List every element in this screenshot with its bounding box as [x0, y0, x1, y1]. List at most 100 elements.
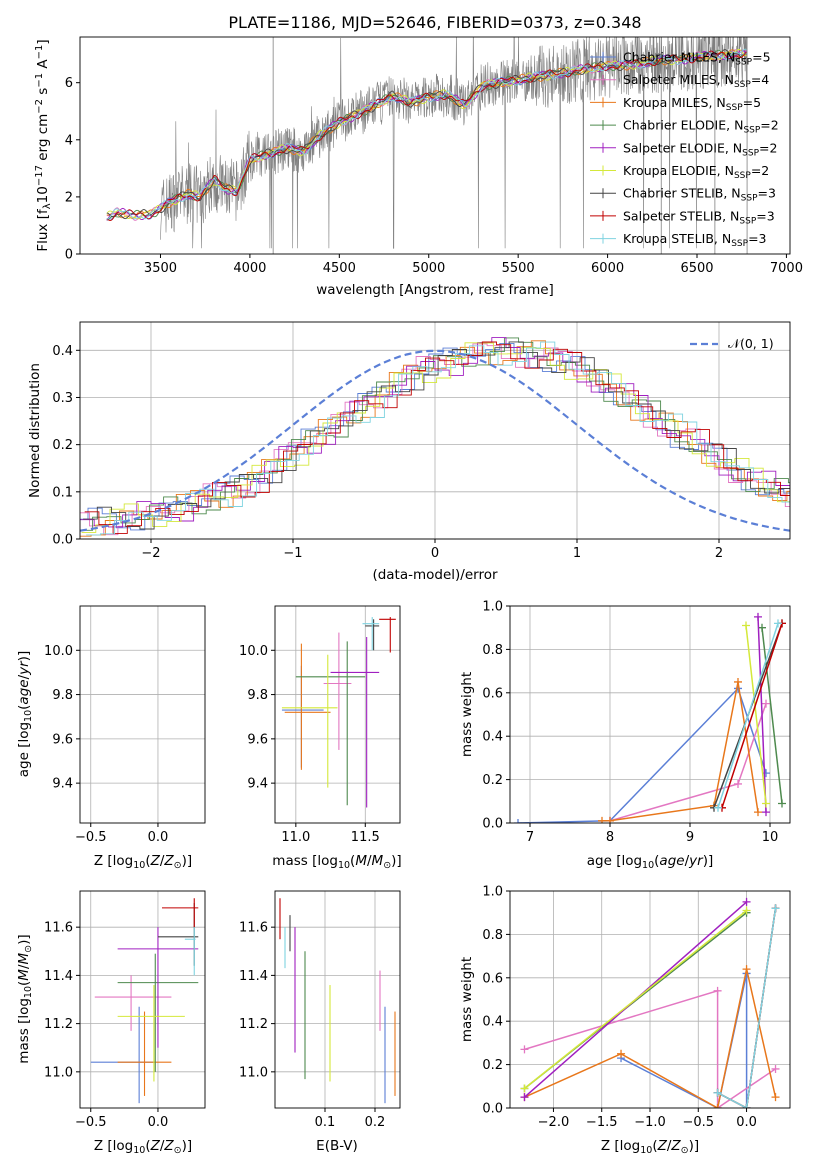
mass-ebv-ytick-label: 11.4 — [239, 969, 268, 984]
spectrum-legend: Chabrier MILES, NSSP=5 Salpeter MILES, NS… — [590, 50, 779, 249]
mass-z-xtick-label: 0.0 — [148, 1115, 169, 1130]
weight-marker — [754, 808, 762, 817]
hist-ylabel: Normed distribution — [27, 363, 43, 498]
weight-line — [717, 908, 777, 1108]
model-line — [106, 50, 747, 221]
weight-z-ytick-label: 0.0 — [482, 1102, 503, 1117]
spectrum-ytick-label: 6 — [65, 76, 73, 91]
weight-z-ytick-label: 1.0 — [482, 885, 503, 900]
age-z-ytick-label: 9.8 — [52, 688, 73, 703]
mass-z-xlabel: Z [log10(Z/Z⊙)] — [94, 1138, 192, 1156]
hist-frame — [79, 321, 791, 540]
histogram-step — [80, 342, 790, 531]
weight-age-ytick-label: 0.6 — [482, 686, 503, 701]
histogram-step — [80, 343, 790, 536]
weight-marker — [774, 619, 782, 628]
model-line — [106, 48, 747, 220]
hist-ytick-label: 0.0 — [52, 533, 73, 548]
age-mass-frame — [274, 605, 401, 824]
mass-ebv-xlabel: E(B-V) — [316, 1138, 358, 1154]
weight-z-ytick-label: 0.4 — [482, 1015, 503, 1030]
age-mass-ytick-label: 9.8 — [247, 688, 268, 703]
age-z-ytick-label: 10.0 — [44, 644, 73, 659]
weight-age-xtick-label: 10 — [762, 830, 779, 845]
weight-z-ytick-label: 0.8 — [482, 928, 503, 943]
weight-marker — [598, 816, 606, 823]
weight-marker — [714, 803, 722, 812]
weight-z-plot — [520, 897, 780, 1108]
legend-item: Salpeter MILES, NSSP=4 — [623, 72, 769, 90]
legend-item: Salpeter ELODIE, NSSP=2 — [623, 140, 777, 158]
histogram-step — [80, 337, 790, 528]
weight-marker — [762, 799, 770, 808]
spectrum-xtick-label: 4000 — [233, 261, 266, 276]
weight-marker — [520, 1045, 529, 1054]
weight-marker — [742, 1104, 751, 1108]
weight-marker — [754, 612, 762, 621]
weight-marker — [713, 1088, 722, 1097]
mass-ebv-xtick-label: 0.1 — [315, 1115, 336, 1130]
weight-marker — [520, 1084, 529, 1093]
weight-line — [745, 625, 767, 804]
page-title: PLATE=1186, MJD=52646, FIBERID=0373, z=0… — [228, 13, 641, 32]
hist-xlabel: (data-model)/error — [372, 567, 498, 583]
age-z-frame — [79, 605, 206, 824]
spectrum-xlabel: wavelength [Angstrom, rest frame] — [316, 282, 554, 298]
age-mass-ytick-label: 9.4 — [247, 777, 268, 792]
weight-marker — [713, 1104, 722, 1108]
weight-age-ytick-label: 0.8 — [482, 643, 503, 658]
weight-marker — [742, 906, 751, 915]
weight-age-ytick-label: 0.4 — [482, 730, 503, 745]
weight-z-xtick-label: −1.0 — [634, 1115, 666, 1130]
weight-line — [524, 968, 777, 1108]
legend-item: Chabrier MILES, NSSP=5 — [623, 50, 771, 68]
age-mass-axes: 11.0 11.5 9.4 9.6 9.8 10.0 — [239, 606, 400, 845]
mass-z-ylabel: mass [log10(M/M⊙)] — [16, 934, 34, 1063]
legend-item: Salpeter STELIB, NSSP=3 — [623, 208, 775, 226]
weight-z-xtick-label: −2.0 — [538, 1115, 570, 1130]
mass-ebv-frame — [274, 890, 401, 1109]
age-z-ylabel: age [log10(age/yr)] — [16, 651, 34, 777]
hist-ytick-label: 0.1 — [52, 485, 73, 500]
spectrum-frame — [79, 36, 791, 255]
weight-marker — [771, 1093, 780, 1102]
weight-line — [609, 703, 767, 822]
weight-line — [517, 687, 767, 823]
hist-xtick-label: 2 — [715, 546, 723, 561]
mass-z-plot — [90, 898, 199, 1104]
spectrum-ytick-label: 2 — [65, 190, 73, 205]
mass-ebv-plot — [279, 898, 396, 1104]
histogram-step — [80, 337, 790, 531]
legend-item: Chabrier ELODIE, NSSP=2 — [623, 118, 779, 136]
weight-age-xtick-label: 8 — [606, 830, 614, 845]
spectrum-xtick-label: 6500 — [680, 261, 713, 276]
mass-z-xtick-label: −0.5 — [75, 1115, 107, 1130]
histogram-step — [80, 340, 790, 537]
age-mass-ytick-label: 9.6 — [247, 732, 268, 747]
age-mass-xlabel: mass [log10(M/M⊙)] — [272, 853, 401, 871]
weight-age-ytick-label: 0.0 — [482, 817, 503, 832]
weight-marker — [734, 677, 742, 686]
mass-z-axes: −0.5 0.0 11.0 11.2 11.4 11.6 — [44, 891, 205, 1130]
mass-ebv-xtick-label: 0.2 — [365, 1115, 386, 1130]
gauss-legend-label: 𝒩(0, 1) — [728, 336, 774, 351]
histogram-step — [84, 341, 790, 534]
weight-z-ytick-label: 0.2 — [482, 1058, 503, 1073]
weight-z-xlabel: Z [log10(Z/Z⊙)] — [601, 1138, 699, 1156]
weight-age-ytick-label: 1.0 — [482, 600, 503, 615]
spectrum-xtick-label: 5000 — [412, 261, 445, 276]
weight-z-xtick-label: −1.5 — [586, 1115, 618, 1130]
mass-ebv-ytick-label: 11.6 — [239, 921, 268, 936]
mass-z-frame — [79, 890, 206, 1109]
hist-xtick-label: 1 — [573, 546, 581, 561]
age-z-axes: −0.5 0.0 9.4 9.6 9.8 10.0 — [44, 606, 205, 845]
weight-age-xtick-label: 7 — [526, 830, 534, 845]
legend-item: Kroupa MILES, NSSP=5 — [623, 95, 761, 113]
spectrum-ylabel: Flux [fλ10−17 erg cm−2 s−1 A−1] — [34, 39, 53, 251]
weight-line — [721, 623, 783, 809]
weight-z-ytick-label: 0.6 — [482, 971, 503, 986]
weight-marker — [734, 779, 742, 788]
weight-age-plot — [514, 612, 786, 823]
hist-ytick-label: 0.2 — [52, 438, 73, 453]
